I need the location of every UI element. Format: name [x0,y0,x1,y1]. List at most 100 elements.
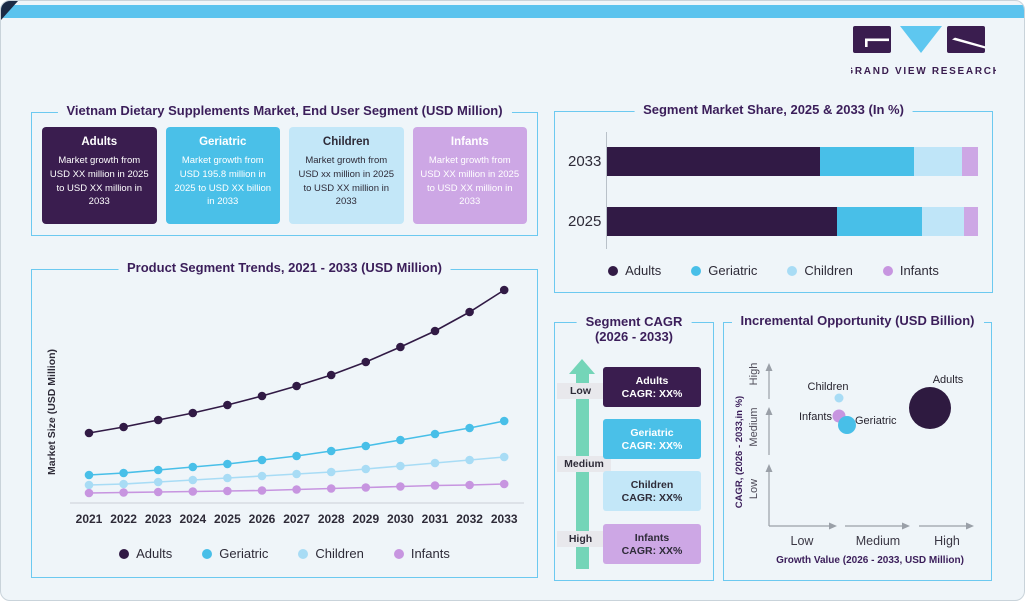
cagr-card-value: CAGR: XX% [621,439,683,452]
opp-x-arrow-icon [966,522,974,530]
cagr-card-geriatric: Geriatric CAGR: XX% [603,419,701,459]
trends-point-geriatric [188,462,198,472]
end-user-cards: Adults Market growth from USD XX million … [32,113,537,224]
end-user-card-title: Adults [81,136,118,148]
legend-label: Adults [625,263,662,278]
trends-x-tick: 2028 [318,512,345,526]
cagr-card-title: Geriatric [630,426,674,439]
legend-item-infants: Infants [882,263,939,278]
panel-share-title: Segment Market Share, 2025 & 2033 (In %) [634,102,913,117]
share-segment-infants [962,147,978,176]
cagr-scale-medium: Medium [557,456,611,472]
trends-point-infants [396,482,405,491]
trends-line-chart: 2021 2022 2023 2024 2025 2026 2027 2028 2029 2030… [70,285,524,526]
trends-point-geriatric [119,468,128,478]
cagr-title-line1: Segment CAGR [585,314,683,329]
trends-line-geriatric [88,420,505,476]
panel-incremental-opportunity: Incremental Opportunity (USD Billion) Lo… [723,313,992,581]
panel-product-segment-trends: Product Segment Trends, 2021 - 2033 (USD… [31,260,538,578]
trends-legend: Adults Geriatric Children Infants [32,546,537,561]
trends-x-tick: 2021 [76,512,103,526]
end-user-card-infants: Infants Market growth from USD XX million… [412,127,527,224]
legend-label: Geriatric [708,263,758,278]
cagr-scale-low: Low [557,383,604,399]
children-dot-icon [787,265,798,276]
trends-point-children [292,469,301,479]
opp-y-arrow-icon [765,464,773,472]
trends-point-adults [396,342,405,352]
trends-x-tick: 2025 [214,512,241,526]
trends-point-adults [465,307,474,317]
legend-label: Geriatric [219,546,269,561]
cagr-title-line2: (2026 - 2033) [594,329,674,344]
trends-point-adults [499,285,509,295]
share-stacked-bar-2033 [607,147,978,176]
trends-point-children [188,475,198,485]
trends-point-geriatric [153,465,163,475]
trends-point-infants [292,485,301,494]
opp-bubble-label-children: Children [808,381,849,393]
trends-point-children [153,477,163,487]
end-user-card-adults: Adults Market growth from USD XX million … [42,127,157,224]
end-user-card-title: Geriatric [199,136,247,148]
share-legend: Adults Geriatric Children Infants [555,263,992,278]
trends-point-adults [153,415,163,425]
trends-point-infants [119,488,128,497]
infants-dot-icon [882,265,893,276]
legend-item-geriatric: Geriatric [691,263,757,278]
share-year-label: 2033 [568,153,602,170]
legend-label: Infants [899,263,939,278]
trends-point-geriatric [84,470,94,480]
infants-dot-icon [393,548,404,559]
opp-x-tick-low: Low [791,534,815,548]
adults-dot-icon [608,265,619,276]
opp-bubble-adults [909,387,951,429]
opp-y-arrow-icon [765,363,773,371]
trends-x-tick: 2023 [145,512,172,526]
opp-bubble-label-infants: Infants [799,411,833,423]
trends-point-geriatric [326,446,336,456]
trends-x-tick: 2030 [387,512,414,526]
geriatric-dot-icon [202,548,213,559]
trends-point-infants [361,483,371,492]
end-user-card-body: Market growth from USD XX million in 202… [420,155,520,208]
trends-point-children [396,461,405,471]
trends-point-infants [465,480,474,490]
share-segment-adults [607,207,838,236]
opp-y-tick-medium: Medium [748,407,760,446]
geriatric-dot-icon [691,265,702,276]
panel-cagr-title: Segment CAGR (2026 - 2033) [576,314,692,344]
trends-point-infants [84,488,94,498]
trends-point-adults [361,357,371,367]
trends-point-children [361,464,371,474]
share-segment-children [921,207,964,236]
trends-point-geriatric [499,416,509,426]
opp-y-tick-low: Low [748,479,760,499]
trends-point-infants [223,486,232,496]
cagr-card-children: Children CAGR: XX% [603,471,701,511]
trends-point-adults [223,400,232,410]
panel-end-user-title: Vietnam Dietary Supplements Market, End … [57,103,512,118]
trends-point-adults [257,391,267,401]
gvr-logo-mark: GRAND VIEW RESEARCH [845,26,1000,77]
trends-point-adults [326,370,336,380]
trends-point-infants [326,484,336,493]
trends-x-tick: 2027 [283,512,310,526]
trends-point-adults [430,326,440,336]
opp-x-axis-title: Growth Value (2026 - 2033, USD Million) [776,555,964,566]
share-segment-adults [607,147,820,176]
panel-trends-title: Product Segment Trends, 2021 - 2033 (USD… [118,260,451,275]
share-bars: 2033 2025 [568,147,978,267]
panel-segment-cagr: Segment CAGR (2026 - 2033) Low Medium High… [554,314,714,581]
legend-item-adults: Adults [608,263,661,278]
end-user-card-body: Market growth from USD XX million in 202… [49,155,149,208]
opp-y-arrow-icon [765,407,773,415]
trends-x-tick: 2026 [249,512,276,526]
trends-point-children [465,455,474,465]
trends-point-adults [292,381,301,391]
top-accent-bar [1,5,1024,18]
trends-x-tick: 2031 [422,512,449,526]
adults-dot-icon [119,548,130,559]
legend-label: Children [315,546,364,561]
